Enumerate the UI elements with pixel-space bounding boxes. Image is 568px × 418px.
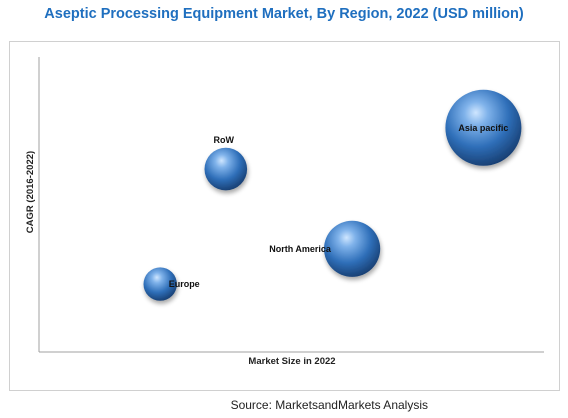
bubble-label-row: RoW <box>214 135 235 145</box>
bubble-label-europe: Europe <box>169 279 200 289</box>
y-axis-label: CAGR (2016-2022) <box>25 151 36 233</box>
bubble-row <box>204 147 248 191</box>
bubble-label-north-america: North America <box>269 244 332 254</box>
bubble-north-america <box>324 220 381 277</box>
bubble-series: Asia pacific RoW North America Europe <box>143 89 522 301</box>
x-axis-label: Market Size in 2022 <box>248 356 335 367</box>
chart-title: Aseptic Processing Equipment Market, By … <box>44 6 524 22</box>
bubble-label-asia-pacific: Asia pacific <box>458 123 508 133</box>
chart-frame <box>9 41 560 391</box>
source-note: Source: MarketsandMarkets Analysis <box>230 398 428 412</box>
bubble-europe <box>143 267 177 301</box>
bubble-asia-pacific <box>445 89 522 166</box>
